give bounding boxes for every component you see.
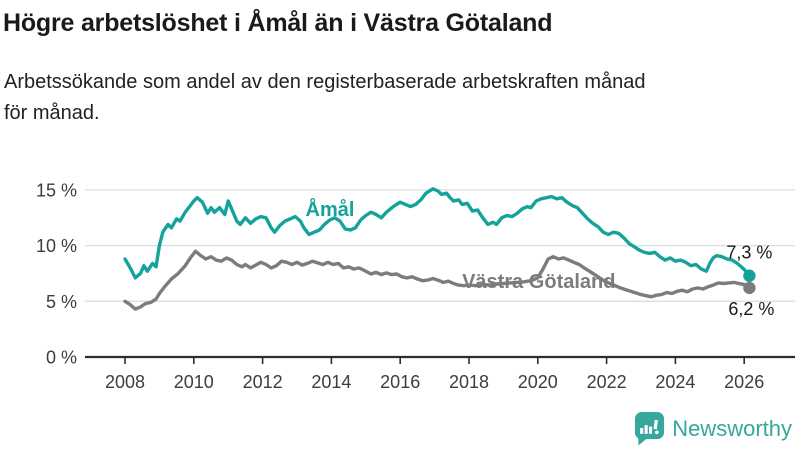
- y-tick-label: 5 %: [46, 292, 77, 312]
- x-tick-label: 2016: [380, 372, 420, 392]
- page-title: Högre arbetslöshet i Åmål än i Västra Gö…: [3, 9, 553, 37]
- y-tick-label: 0 %: [46, 348, 77, 368]
- series-label-amal: Åmål: [306, 197, 355, 221]
- newsworthy-logo-icon: [635, 412, 665, 446]
- bar-chart-glyph: [640, 419, 659, 435]
- series-line-vastra-gotaland: [123, 249, 752, 311]
- x-tick-label: 2008: [105, 372, 145, 392]
- newsworthy-logo-text: Newsworthy: [672, 415, 792, 441]
- x-tick-label: 2022: [587, 372, 627, 392]
- y-tick-label: 10 %: [36, 236, 77, 256]
- series-end-dot-amal: [743, 269, 756, 282]
- y-tick-label: 15 %: [36, 180, 77, 200]
- page-subtitle: Arbetssökande som andel av den registerb…: [4, 67, 646, 129]
- x-tick-label: 2014: [311, 372, 351, 392]
- series-label-vastra-gotaland: Västra Götaland: [462, 271, 615, 293]
- page-subtitle-line-2: för månad.: [4, 102, 100, 124]
- page-subtitle-line-1: Arbetssökande som andel av den registerb…: [4, 71, 646, 93]
- x-tick-label: 2018: [449, 372, 489, 392]
- x-tick-label: 2024: [655, 372, 695, 392]
- x-tick-label: 2010: [174, 372, 214, 392]
- series-end-value-amal: 7,3 %: [726, 243, 772, 263]
- series-end-value-vastra-gotaland: 6,2 %: [728, 299, 774, 319]
- x-tick-label: 2020: [518, 372, 558, 392]
- series-line-amal: [123, 187, 752, 280]
- line-chart: 0 % 5 % 10 % 15 % 2008 2010 2012 2014 2016 2018 20…: [36, 180, 795, 392]
- x-tick-label: 2012: [243, 372, 283, 392]
- series-end-dot-vastra-gotaland: [743, 281, 756, 295]
- x-tick-label: 2026: [724, 372, 764, 392]
- newsworthy-logo[interactable]: Newsworthy: [634, 411, 792, 446]
